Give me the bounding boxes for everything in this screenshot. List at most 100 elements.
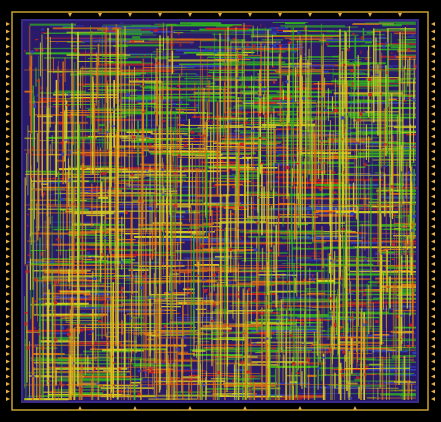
- via: [38, 332, 41, 336]
- via: [72, 362, 75, 365]
- via: [249, 124, 253, 128]
- triangle-pin-icon: [243, 406, 247, 410]
- power-trunk: [23, 149, 417, 152]
- triangle-pin-icon: [6, 367, 10, 371]
- via: [28, 133, 30, 136]
- power-trunk: [299, 35, 302, 387]
- via: [149, 384, 152, 387]
- via: [349, 396, 353, 400]
- triangle-pin-icon: [431, 22, 435, 26]
- triangle-pin-icon: [6, 164, 10, 169]
- via: [284, 109, 288, 111]
- triangle-pin-icon: [6, 359, 10, 364]
- via: [197, 132, 201, 136]
- triangle-pin-icon: [6, 284, 10, 289]
- via: [411, 349, 415, 352]
- triangle-pin-icon: [431, 89, 435, 94]
- via: [189, 96, 193, 99]
- via: [148, 143, 152, 147]
- via: [260, 81, 264, 83]
- via: [236, 295, 240, 299]
- via: [408, 35, 412, 38]
- via: [390, 52, 393, 54]
- triangle-pin-icon: [6, 37, 10, 41]
- via: [254, 393, 257, 395]
- via: [236, 291, 240, 294]
- via: [352, 33, 355, 36]
- via: [353, 58, 357, 61]
- triangle-pin-icon: [431, 247, 435, 251]
- via: [236, 227, 239, 229]
- via: [227, 329, 232, 333]
- via: [351, 206, 354, 208]
- via: [87, 251, 91, 255]
- via: [47, 203, 52, 205]
- via: [196, 274, 200, 277]
- triangle-pin-icon: [6, 119, 10, 124]
- via: [253, 248, 258, 252]
- triangle-pin-icon: [431, 232, 435, 236]
- via: [400, 42, 403, 44]
- via: [119, 259, 122, 263]
- triangle-pin-icon: [431, 292, 435, 296]
- via: [280, 88, 283, 91]
- via: [316, 64, 320, 66]
- via: [138, 199, 142, 203]
- via: [159, 230, 162, 233]
- via: [401, 210, 404, 212]
- via: [235, 128, 238, 131]
- via: [359, 70, 362, 74]
- via: [340, 116, 344, 120]
- via: [248, 342, 251, 346]
- via: [355, 141, 358, 145]
- via: [137, 143, 140, 145]
- triangle-pin-icon: [6, 134, 10, 139]
- triangle-pin-icon: [431, 119, 435, 124]
- via: [276, 275, 281, 278]
- triangle-pin-icon: [431, 277, 435, 281]
- triangle-pin-icon: [6, 239, 10, 244]
- via: [241, 47, 244, 50]
- power-trunk: [226, 26, 229, 393]
- via: [217, 210, 221, 213]
- via: [402, 298, 406, 301]
- via: [101, 172, 105, 176]
- triangle-pin-icon: [6, 352, 10, 356]
- triangle-pin-icon: [6, 194, 10, 199]
- via: [299, 35, 303, 37]
- triangle-pin-icon: [6, 82, 10, 86]
- via: [47, 380, 51, 383]
- triangle-pin-icon: [6, 22, 10, 26]
- via: [189, 325, 192, 329]
- via: [250, 375, 255, 378]
- via: [139, 286, 144, 290]
- via: [359, 112, 363, 116]
- via: [406, 24, 409, 26]
- triangle-pin-icon: [338, 13, 342, 17]
- via: [311, 277, 315, 281]
- triangle-pin-icon: [6, 389, 10, 394]
- via: [91, 307, 96, 310]
- via: [284, 333, 287, 338]
- via: [239, 238, 242, 240]
- via: [190, 42, 193, 45]
- triangle-pin-icon: [6, 277, 10, 281]
- via: [118, 291, 123, 294]
- via: [380, 175, 383, 178]
- via: [60, 141, 64, 145]
- via: [106, 80, 110, 82]
- via: [152, 99, 155, 103]
- via: [351, 82, 354, 86]
- via: [189, 197, 191, 201]
- via: [24, 322, 28, 326]
- via: [414, 236, 417, 238]
- via: [88, 333, 92, 336]
- via: [161, 168, 164, 171]
- via: [173, 296, 175, 300]
- via: [220, 159, 224, 163]
- via: [135, 250, 138, 254]
- power-trunk: [41, 34, 44, 387]
- via: [158, 96, 163, 100]
- via: [269, 101, 272, 104]
